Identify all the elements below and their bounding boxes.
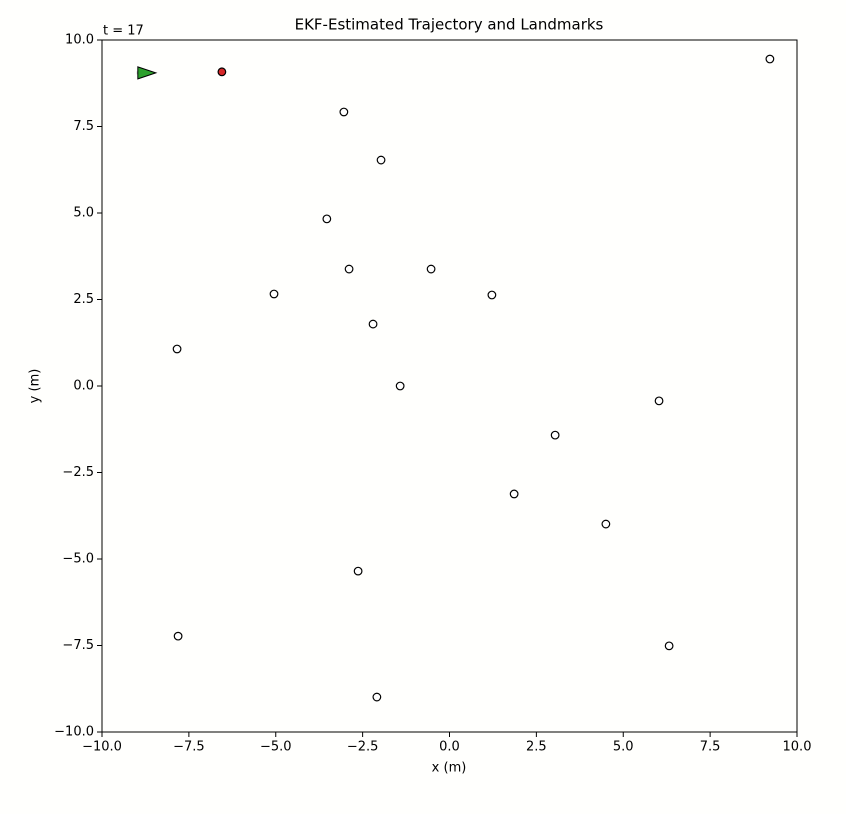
landmark — [426, 264, 436, 274]
landmark — [654, 396, 664, 406]
landmark — [487, 290, 497, 300]
y-tick-label: 5.0 — [73, 206, 94, 221]
y-tick-label: −2.5 — [62, 465, 94, 480]
x-tick-label: −7.5 — [173, 740, 205, 755]
y-tick-label: −7.5 — [62, 638, 94, 653]
x-tick-label: −5.0 — [260, 740, 292, 755]
x-tick-label: 7.5 — [700, 740, 721, 755]
landmark — [550, 430, 560, 440]
landmark — [372, 692, 382, 702]
robot-pose — [137, 66, 158, 80]
landmark — [664, 641, 674, 651]
y-tick-label: 2.5 — [73, 292, 94, 307]
y-tick-label: 10.0 — [65, 33, 94, 48]
landmark — [172, 344, 182, 354]
chart-title: EKF-Estimated Trajectory and Landmarks — [295, 16, 604, 34]
landmark — [765, 54, 775, 64]
y-tick-label: 0.0 — [73, 379, 94, 394]
y-axis-label: y (m) — [28, 369, 43, 404]
x-axis-label: x (m) — [432, 761, 467, 776]
landmark — [509, 489, 519, 499]
y-tick-label: −10.0 — [54, 725, 94, 740]
landmark — [339, 107, 349, 117]
x-tick-label: 0.0 — [439, 740, 460, 755]
x-tick-label: 10.0 — [783, 740, 812, 755]
x-tick-label: 2.5 — [526, 740, 547, 755]
landmark — [368, 319, 378, 329]
plot-frame — [101, 39, 798, 733]
y-tick-label: 7.5 — [73, 119, 94, 134]
x-tick-label: 5.0 — [613, 740, 634, 755]
landmark — [344, 264, 354, 274]
landmark — [269, 289, 279, 299]
landmark — [353, 566, 363, 576]
x-tick-label: −10.0 — [82, 740, 122, 755]
landmark — [173, 631, 183, 641]
x-tick-label: −2.5 — [347, 740, 379, 755]
landmark — [322, 214, 332, 224]
landmark — [601, 519, 611, 529]
robot-point — [217, 67, 227, 77]
landmark — [395, 381, 405, 391]
y-tick-label: −5.0 — [62, 552, 94, 567]
landmark — [376, 155, 386, 165]
annotation: t = 17 — [103, 24, 144, 39]
